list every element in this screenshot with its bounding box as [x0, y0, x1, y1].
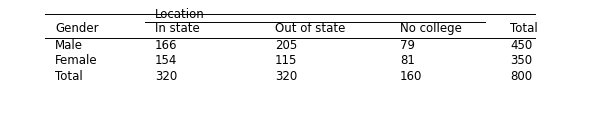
- Text: In state: In state: [155, 22, 200, 35]
- Text: 205: 205: [275, 39, 297, 52]
- Text: 320: 320: [155, 70, 177, 83]
- Text: 350: 350: [510, 55, 532, 67]
- Text: Total: Total: [510, 22, 538, 35]
- Text: Total: Total: [55, 70, 83, 83]
- Text: 166: 166: [155, 39, 178, 52]
- Text: Out of state: Out of state: [275, 22, 345, 35]
- Text: 450: 450: [510, 39, 532, 52]
- Text: 115: 115: [275, 55, 297, 67]
- Text: 154: 154: [155, 55, 178, 67]
- Text: Female: Female: [55, 55, 98, 67]
- Text: Gender: Gender: [55, 22, 99, 35]
- Text: No college: No college: [400, 22, 462, 35]
- Text: 160: 160: [400, 70, 422, 83]
- Text: 800: 800: [510, 70, 532, 83]
- Text: Location: Location: [155, 8, 205, 21]
- Text: Male: Male: [55, 39, 83, 52]
- Text: 81: 81: [400, 55, 415, 67]
- Text: 79: 79: [400, 39, 415, 52]
- Text: 320: 320: [275, 70, 297, 83]
